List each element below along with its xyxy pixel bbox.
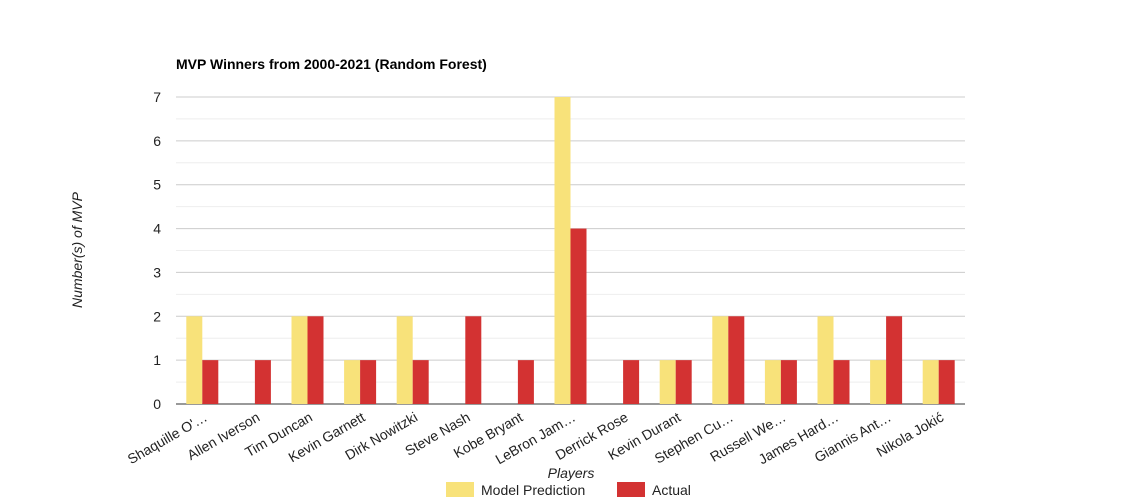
y-tick-label: 4 bbox=[153, 221, 161, 237]
bar-actual bbox=[570, 228, 587, 404]
bar-actual bbox=[623, 360, 640, 404]
bar-model-prediction bbox=[344, 360, 361, 404]
bar-model-prediction bbox=[922, 360, 939, 404]
legend-label-model-prediction: Model Prediction bbox=[481, 482, 585, 498]
legend-swatch-model-prediction bbox=[446, 482, 474, 497]
y-tick-label: 3 bbox=[153, 264, 161, 280]
bar-actual bbox=[465, 316, 482, 404]
y-tick-label: 7 bbox=[153, 89, 161, 105]
bar-actual bbox=[307, 316, 324, 404]
bar-model-prediction bbox=[659, 360, 676, 404]
legend: Model Prediction Actual bbox=[446, 482, 691, 498]
y-tick-label: 0 bbox=[153, 396, 161, 412]
y-tick-label: 1 bbox=[153, 352, 161, 368]
bar-actual bbox=[938, 360, 955, 404]
x-axis-title: Players bbox=[548, 465, 595, 481]
legend-swatch-actual bbox=[617, 482, 645, 497]
y-axis-title: Number(s) of MVP bbox=[69, 191, 85, 308]
y-axis-ticks: 0 1 2 3 4 5 6 7 bbox=[153, 89, 161, 412]
bar-actual bbox=[517, 360, 534, 404]
bar-model-prediction bbox=[712, 316, 729, 404]
bar-actual bbox=[412, 360, 429, 404]
bar-actual bbox=[728, 316, 745, 404]
y-tick-label: 6 bbox=[153, 133, 161, 149]
bar-actual bbox=[886, 316, 903, 404]
bar-actual bbox=[360, 360, 377, 404]
bar-model-prediction bbox=[764, 360, 781, 404]
legend-label-actual: Actual bbox=[652, 482, 691, 498]
bar-model-prediction bbox=[554, 97, 571, 404]
bar-model-prediction bbox=[291, 316, 308, 404]
bar-actual bbox=[254, 360, 271, 404]
y-tick-label: 5 bbox=[153, 177, 161, 193]
bar-model-prediction bbox=[396, 316, 413, 404]
bar-model-prediction bbox=[817, 316, 834, 404]
bar-actual bbox=[833, 360, 850, 404]
chart-title: MVP Winners from 2000-2021 (Random Fores… bbox=[176, 56, 487, 72]
bar-model-prediction bbox=[186, 316, 203, 404]
bar-actual bbox=[780, 360, 797, 404]
bar-actual bbox=[675, 360, 692, 404]
bar-model-prediction bbox=[870, 360, 887, 404]
y-tick-label: 2 bbox=[153, 308, 161, 324]
bars bbox=[186, 97, 955, 404]
bar-actual bbox=[202, 360, 219, 404]
